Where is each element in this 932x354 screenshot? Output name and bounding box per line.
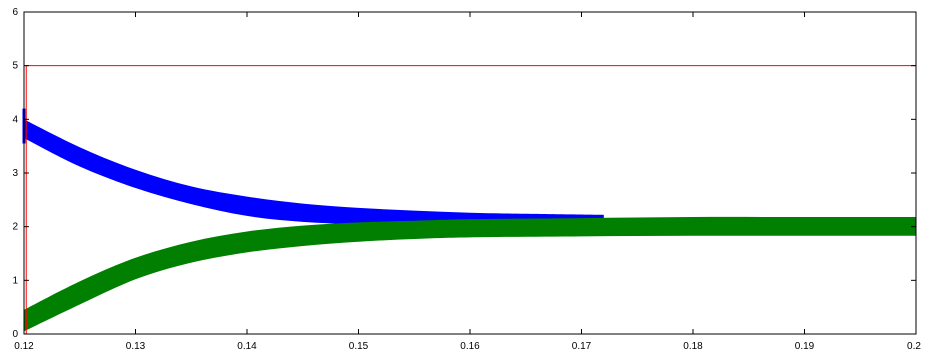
x-tick-label-5: 0.17 xyxy=(572,341,592,352)
x-tick-label-3: 0.15 xyxy=(349,341,369,352)
x-tick-label-4: 0.16 xyxy=(460,341,480,352)
x-tick-label-1: 0.13 xyxy=(126,341,146,352)
x-tick-label-2: 0.14 xyxy=(237,341,257,352)
y-tick-label-0: 0 xyxy=(12,329,18,340)
y-tick-label-4: 4 xyxy=(12,114,18,125)
y-tick-label-3: 3 xyxy=(12,168,18,179)
x-tick-label-0: 0.12 xyxy=(14,341,34,352)
x-tick-label-6: 0.18 xyxy=(683,341,703,352)
y-tick-label-1: 1 xyxy=(12,275,18,286)
x-tick-label-8: 0.2 xyxy=(907,341,921,352)
x-tick-label-7: 0.19 xyxy=(795,341,815,352)
y-tick-label-2: 2 xyxy=(12,222,18,233)
y-tick-label-5: 5 xyxy=(12,61,18,72)
y-tick-label-6: 6 xyxy=(12,7,18,18)
series-band-2 xyxy=(24,216,916,332)
series-band-1 xyxy=(24,119,604,225)
plot-area xyxy=(24,12,916,334)
